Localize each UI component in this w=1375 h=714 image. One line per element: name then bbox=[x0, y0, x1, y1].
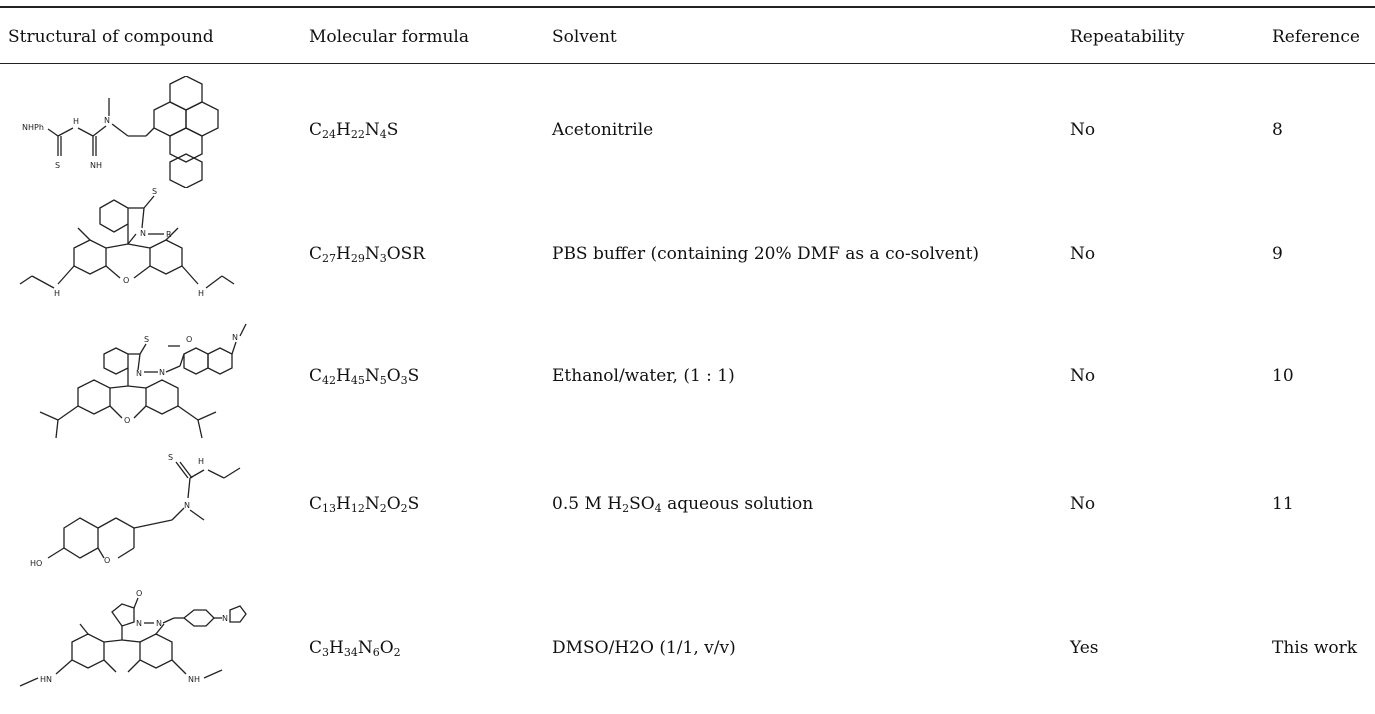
svg-text:H: H bbox=[73, 117, 79, 126]
rhodamine-coumarin-hydrazone-structure-icon: S N N O N O bbox=[18, 316, 248, 446]
reference-cell: 10 bbox=[1272, 366, 1294, 386]
repeatability-cell: Yes bbox=[1070, 638, 1099, 658]
svg-text:NHPh: NHPh bbox=[22, 123, 44, 132]
formula-cell: C24H22N4S bbox=[309, 120, 399, 141]
formula-cell: C27H29N3OSR bbox=[309, 244, 426, 265]
svg-text:NH: NH bbox=[90, 161, 102, 170]
svg-text:NH: NH bbox=[188, 675, 200, 684]
svg-text:N: N bbox=[104, 116, 110, 125]
svg-text:O: O bbox=[123, 276, 129, 285]
svg-text:H: H bbox=[198, 457, 204, 466]
repeatability-cell: No bbox=[1070, 494, 1096, 514]
svg-text:O: O bbox=[136, 590, 142, 598]
header-repeatability: Repeatability bbox=[1070, 27, 1185, 47]
svg-text:O: O bbox=[124, 416, 130, 425]
svg-text:S: S bbox=[55, 161, 60, 170]
svg-text:O: O bbox=[186, 335, 192, 344]
repeatability-cell: No bbox=[1070, 244, 1096, 264]
solvent-cell: Ethanol/water, (1 : 1) bbox=[552, 366, 735, 386]
solvent-cell: DMSO/H2O (1/1, v/v) bbox=[552, 638, 736, 658]
header-reference: Reference bbox=[1272, 27, 1360, 47]
svg-text:HO: HO bbox=[30, 559, 42, 568]
solvent-cell: Acetonitrile bbox=[552, 120, 654, 140]
header-structure: Structural of compound bbox=[8, 27, 214, 47]
svg-text:N: N bbox=[136, 619, 142, 628]
svg-text:S: S bbox=[144, 335, 149, 344]
table-top-rule bbox=[0, 6, 1375, 8]
reference-cell: 11 bbox=[1272, 494, 1294, 514]
svg-text:N: N bbox=[184, 501, 190, 510]
header-solvent: Solvent bbox=[552, 27, 617, 47]
svg-text:S: S bbox=[152, 188, 157, 196]
solvent-cell: PBS buffer (containing 20% DMF as a co-s… bbox=[552, 244, 980, 264]
reference-cell: This work bbox=[1272, 638, 1358, 658]
svg-text:N: N bbox=[156, 619, 162, 628]
svg-text:N: N bbox=[136, 369, 142, 378]
svg-text:HN: HN bbox=[40, 675, 52, 684]
header-formula: Molecular formula bbox=[309, 27, 470, 47]
svg-text:O: O bbox=[104, 556, 110, 565]
chromene-thiourea-structure-icon: S H N O HO bbox=[18, 448, 248, 578]
reference-cell: 8 bbox=[1272, 120, 1283, 140]
repeatability-cell: No bbox=[1070, 120, 1096, 140]
anthracene-thiourea-guanidine-structure-icon: NHPh S H NH N bbox=[18, 76, 248, 188]
solvent-cell: 0.5 M H2SO4 aqueous solution bbox=[552, 494, 814, 515]
svg-text:N: N bbox=[232, 333, 238, 342]
formula-cell: C42H45N5O3S bbox=[309, 366, 420, 387]
svg-text:S: S bbox=[168, 453, 173, 462]
rhodamine-thiolactam-structure-icon: S N R O H H bbox=[18, 188, 248, 316]
svg-text:N: N bbox=[159, 368, 165, 377]
reference-cell: 9 bbox=[1272, 244, 1283, 264]
formula-cell: C13H12N2O2S bbox=[309, 494, 420, 515]
svg-text:R: R bbox=[166, 230, 172, 239]
svg-text:H: H bbox=[198, 289, 204, 298]
repeatability-cell: No bbox=[1070, 366, 1096, 386]
svg-text:N: N bbox=[222, 614, 228, 623]
svg-text:N: N bbox=[140, 229, 146, 238]
rhodamine-pyrrolidinone-imidazole-structure-icon: O N N N HN NH bbox=[18, 590, 248, 710]
table-header-rule bbox=[0, 63, 1375, 64]
formula-cell: C3H34N6O2 bbox=[309, 638, 401, 659]
svg-text:H: H bbox=[54, 289, 60, 298]
